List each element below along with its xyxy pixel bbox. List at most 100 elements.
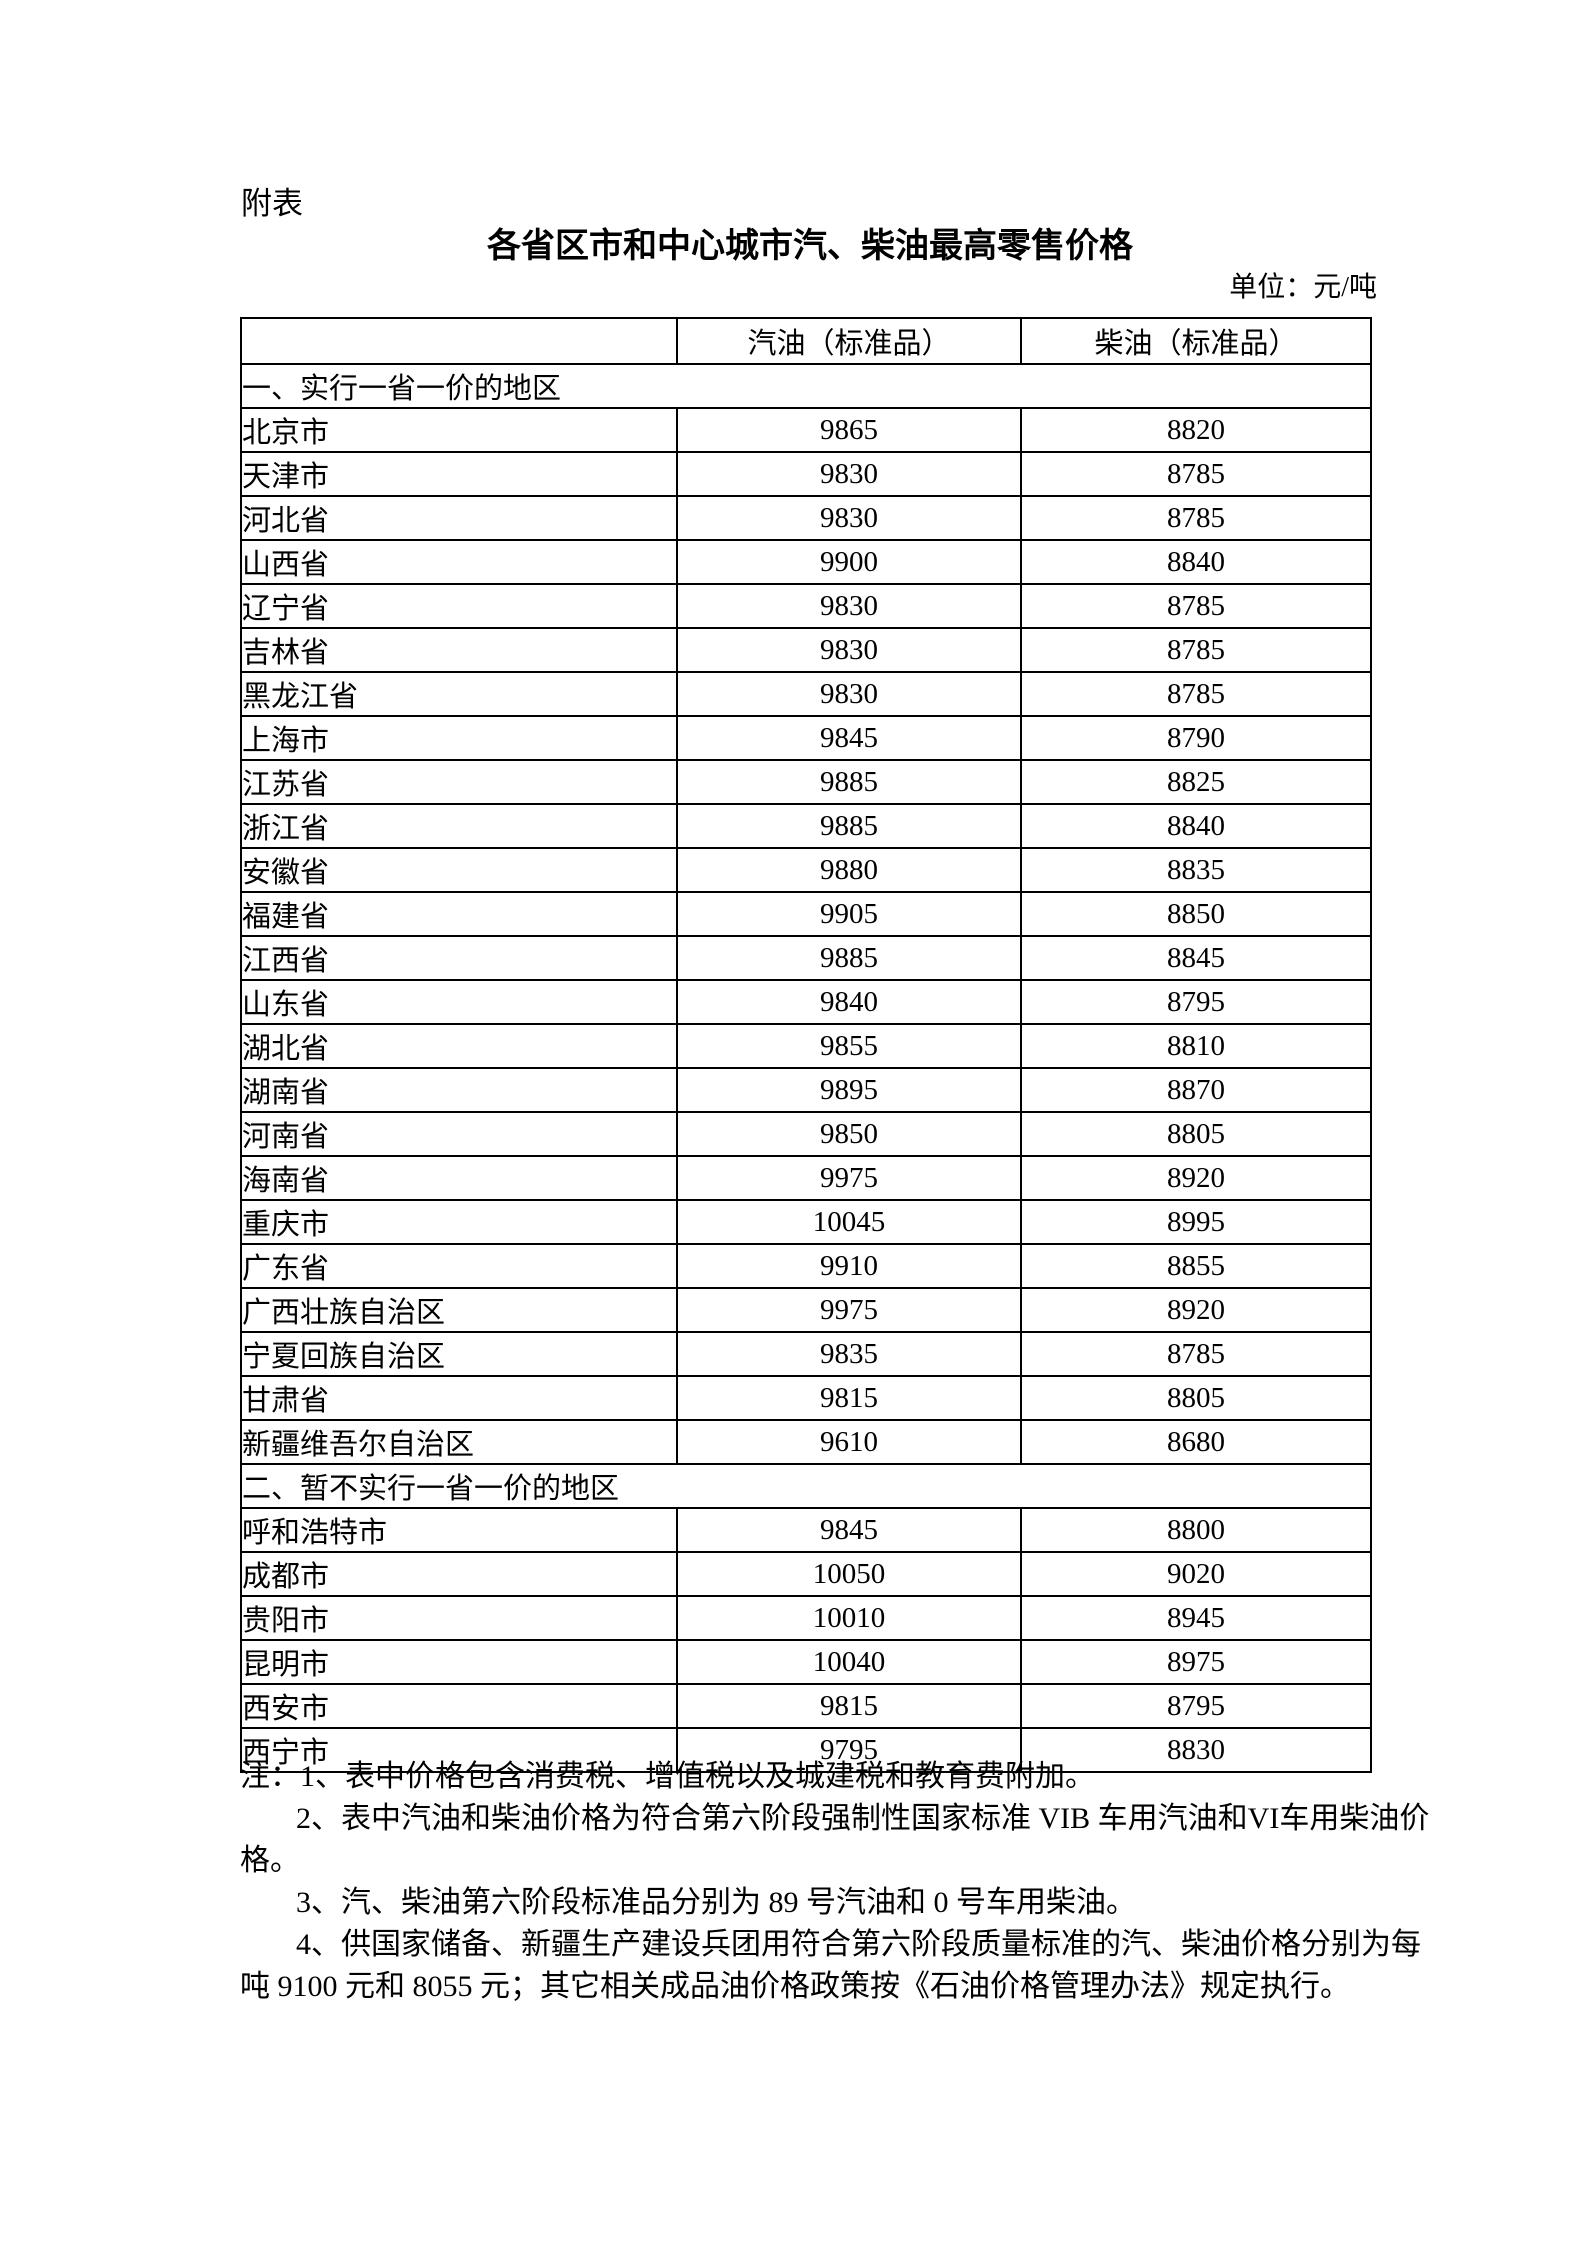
table-row: 广东省 9910 8855 [240,1243,1372,1289]
gasoline-price-cell: 9885 [676,935,1022,981]
diesel-price-cell: 8920 [1020,1287,1372,1333]
section-row: 二、暂不实行一省一价的地区 [240,1463,1372,1509]
gasoline-price-cell: 9845 [676,1507,1022,1553]
note-line: 3、汽、柴油第六阶段标准品分别为 89 号汽油和 0 号车用柴油。 [296,1886,1136,1919]
table-row: 广西壮族自治区 9975 8920 [240,1287,1372,1333]
region-cell: 西安市 [240,1683,678,1729]
region-cell: 河北省 [240,495,678,541]
diesel-price-cell: 8790 [1020,715,1372,761]
region-cell: 昆明市 [240,1639,678,1685]
region-cell: 江西省 [240,935,678,981]
region-cell: 重庆市 [240,1199,678,1245]
region-cell: 西宁市 [240,1727,678,1773]
note-line: 格。 [240,1844,300,1877]
diesel-price-cell: 8870 [1020,1067,1372,1113]
region-cell: 海南省 [240,1155,678,1201]
gasoline-price-cell: 9885 [676,759,1022,805]
table-row: 江苏省 9885 8825 [240,759,1372,805]
gasoline-price-cell: 9865 [676,407,1022,453]
note-line: 4、供国家储备、新疆生产建设兵团用符合第六阶段质量标准的汽、柴油价格分别为每 [296,1928,1421,1961]
section-row: 一、实行一省一价的地区 [240,363,1372,409]
header-cell-diesel: 柴油（标准品） [1020,317,1372,365]
diesel-price-cell: 9020 [1020,1551,1372,1597]
region-cell: 贵阳市 [240,1595,678,1641]
diesel-price-cell: 8810 [1020,1023,1372,1069]
table-row: 上海市 9845 8790 [240,715,1372,761]
region-cell: 湖南省 [240,1067,678,1113]
gasoline-price-cell: 9975 [676,1287,1022,1333]
diesel-price-cell: 8850 [1020,891,1372,937]
region-cell: 宁夏回族自治区 [240,1331,678,1377]
gasoline-price-cell: 9830 [676,627,1022,673]
gasoline-price-cell: 10010 [676,1595,1022,1641]
diesel-price-cell: 8805 [1020,1375,1372,1421]
region-cell: 安徽省 [240,847,678,893]
diesel-price-cell: 8975 [1020,1639,1372,1685]
note-line: 注：1、表中价格包含消费税、增值税以及城建税和教育费附加。 [240,1760,1095,1793]
notes: 注：1、表中价格包含消费税、增值税以及城建税和教育费附加。 2、表中汽油和柴油价格… [240,1756,1430,2008]
diesel-price-cell: 8795 [1020,1683,1372,1729]
region-cell: 天津市 [240,451,678,497]
gasoline-price-cell: 9815 [676,1375,1022,1421]
header-cell-gasoline: 汽油（标准品） [676,317,1022,365]
region-cell: 吉林省 [240,627,678,673]
gasoline-price-cell: 9900 [676,539,1022,585]
gasoline-price-cell: 10040 [676,1639,1022,1685]
diesel-price-cell: 8820 [1020,407,1372,453]
page-title: 各省区市和中心城市汽、柴油最高零售价格 [487,227,1133,265]
table-row: 湖北省 9855 8810 [240,1023,1372,1069]
gasoline-price-cell: 9610 [676,1419,1022,1465]
diesel-price-cell: 8845 [1020,935,1372,981]
gasoline-price-cell: 9830 [676,495,1022,541]
region-cell: 山东省 [240,979,678,1025]
note-line: 吨 9100 元和 8055 元；其它相关成品油价格政策按《石油价格管理办法》规… [240,1970,1350,2003]
diesel-price-cell: 8835 [1020,847,1372,893]
gasoline-price-cell: 9855 [676,1023,1022,1069]
diesel-price-cell: 8680 [1020,1419,1372,1465]
note-line: 2、表中汽油和柴油价格为符合第六阶段强制性国家标准 VIB 车用汽油和VI车用柴… [296,1802,1430,1835]
region-cell: 山西省 [240,539,678,585]
gasoline-price-cell: 9880 [676,847,1022,893]
gasoline-price-cell: 9850 [676,1111,1022,1157]
gasoline-price-cell: 9895 [676,1067,1022,1113]
gasoline-price-cell: 9885 [676,803,1022,849]
table-row: 河南省 9850 8805 [240,1111,1372,1157]
table-row: 河北省 9830 8785 [240,495,1372,541]
diesel-price-cell: 8825 [1020,759,1372,805]
table-row: 北京市 9865 8820 [240,407,1372,453]
gasoline-price-cell: 9975 [676,1155,1022,1201]
region-cell: 湖北省 [240,1023,678,1069]
diesel-price-cell: 8795 [1020,979,1372,1025]
region-cell: 浙江省 [240,803,678,849]
table-row: 贵阳市 10010 8945 [240,1595,1372,1641]
table-row: 浙江省 9885 8840 [240,803,1372,849]
diesel-price-cell: 8995 [1020,1199,1372,1245]
gasoline-price-cell: 9845 [676,715,1022,761]
gasoline-price-cell: 9795 [676,1727,1022,1773]
diesel-price-cell: 8785 [1020,671,1372,717]
diesel-price-cell: 8830 [1020,1727,1372,1773]
table-row: 西安市 9815 8795 [240,1683,1372,1729]
table-row: 宁夏回族自治区 9835 8785 [240,1331,1372,1377]
region-cell: 广西壮族自治区 [240,1287,678,1333]
region-cell: 江苏省 [240,759,678,805]
price-table: 汽油（标准品） 柴油（标准品） 一、实行一省一价的地区 北京市 9865 8820 天津市 9… [240,317,1372,1773]
diesel-price-cell: 8805 [1020,1111,1372,1157]
table-row: 呼和浩特市 9845 8800 [240,1507,1372,1553]
gasoline-price-cell: 10045 [676,1199,1022,1245]
gasoline-price-cell: 9830 [676,583,1022,629]
table-row: 湖南省 9895 8870 [240,1067,1372,1113]
gasoline-price-cell: 9910 [676,1243,1022,1289]
gasoline-price-cell: 9830 [676,671,1022,717]
diesel-price-cell: 8855 [1020,1243,1372,1289]
table-row: 重庆市 10045 8995 [240,1199,1372,1245]
region-cell: 福建省 [240,891,678,937]
appendix-label: 附表 [241,186,303,221]
table-row: 新疆维吾尔自治区 9610 8680 [240,1419,1372,1465]
region-cell: 甘肃省 [240,1375,678,1421]
region-cell: 黑龙江省 [240,671,678,717]
table-row: 西宁市 9795 8830 [240,1727,1372,1773]
table-row: 山西省 9900 8840 [240,539,1372,585]
diesel-price-cell: 8785 [1020,495,1372,541]
